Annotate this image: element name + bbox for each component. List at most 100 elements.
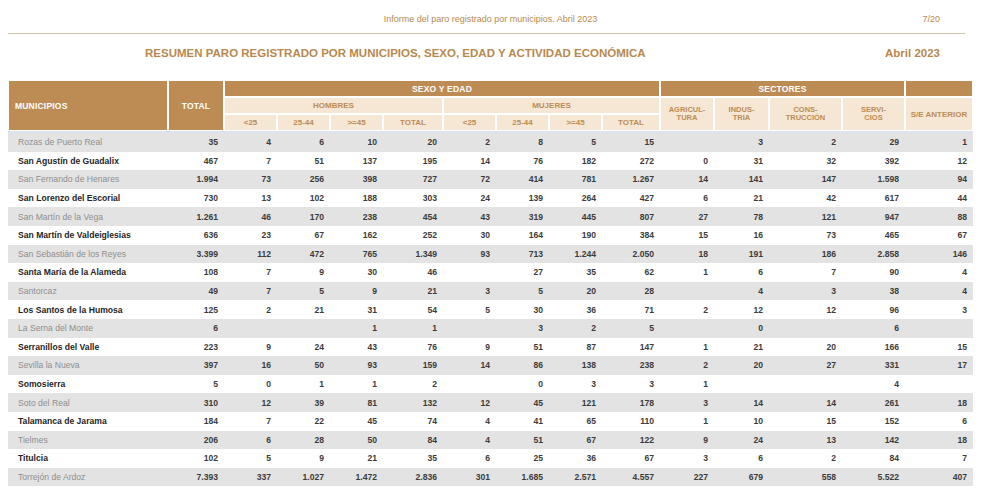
value-cell: 78 [714, 212, 769, 222]
col-header-municipios: MUNICIPIOS [8, 80, 168, 131]
value-cell: 132 [383, 398, 443, 408]
value-cell: 178 [602, 398, 660, 408]
value-cell: 25 [496, 453, 549, 463]
col-header-mujeres-total: TOTAL [602, 114, 660, 131]
value-cell: 186 [769, 249, 842, 259]
value-cell: 15 [660, 230, 714, 240]
municipality-name: Talamanca de Jarama [8, 416, 168, 426]
value-cell: 6 [277, 137, 330, 147]
value-cell: 465 [842, 230, 905, 240]
value-cell: 679 [714, 472, 769, 482]
value-cell: 51 [277, 156, 330, 166]
municipality-name: San Agustín de Guadalix [8, 156, 168, 166]
value-cell: 195 [383, 156, 443, 166]
value-cell: 12 [769, 305, 842, 315]
value-cell: 6 [660, 193, 714, 203]
value-cell: 30 [330, 267, 383, 277]
value-cell: 190 [549, 230, 602, 240]
value-cell: 3 [443, 286, 496, 296]
value-cell: 137 [330, 156, 383, 166]
value-cell: 81 [330, 398, 383, 408]
value-cell: 1 [660, 267, 714, 277]
value-cell: 50 [277, 360, 330, 370]
value-cell: 1.244 [549, 249, 602, 259]
running-header-text: Informe del paro registrado por municipi… [384, 14, 598, 24]
value-cell: 5 [168, 379, 224, 389]
value-cell: 21 [714, 193, 769, 203]
municipality-name: Tielmes [8, 435, 168, 445]
value-cell: 51 [496, 342, 549, 352]
value-cell: 454 [383, 212, 443, 222]
value-cell: 12 [443, 398, 496, 408]
value-cell: 139 [496, 193, 549, 203]
value-cell: 93 [443, 249, 496, 259]
col-header-agricultura: AGRICUL- TURA [660, 97, 714, 131]
value-cell: 1.349 [383, 249, 443, 259]
value-cell: 4 [905, 286, 973, 296]
value-cell: 445 [549, 212, 602, 222]
value-cell: 31 [714, 156, 769, 166]
value-cell: 30 [496, 305, 549, 315]
value-cell: 6 [168, 323, 224, 333]
value-cell: 20 [549, 286, 602, 296]
col-header-construccion-line2: TRUCCIÓN [786, 114, 826, 123]
col-header-mujeres-lt25: <25 [443, 114, 496, 131]
value-cell: 16 [714, 230, 769, 240]
value-cell: 1.685 [496, 472, 549, 482]
value-cell: 35 [168, 137, 224, 147]
value-cell: 5 [496, 286, 549, 296]
municipality-name: Santa María de la Alameda [8, 267, 168, 277]
value-cell: 5 [602, 323, 660, 333]
table-row: Serranillos del Valle2239244376951871471… [8, 338, 973, 357]
value-cell: 147 [769, 174, 842, 184]
value-cell: 1 [330, 379, 383, 389]
value-cell: 727 [383, 174, 443, 184]
value-cell: 121 [549, 398, 602, 408]
value-cell: 102 [277, 193, 330, 203]
value-cell: 23 [224, 230, 277, 240]
value-cell: 43 [443, 212, 496, 222]
value-cell: 9 [277, 267, 330, 277]
value-cell: 4 [224, 137, 277, 147]
value-cell: 3 [660, 398, 714, 408]
table-row: Titulcia1025921356253667362847 [8, 449, 973, 468]
value-cell: 84 [842, 453, 905, 463]
report-page: Informe del paro registrado por municipi… [0, 0, 981, 489]
value-cell: 15 [769, 416, 842, 426]
sectores-spacer [905, 80, 973, 97]
value-cell: 35 [383, 453, 443, 463]
value-cell: 9 [660, 435, 714, 445]
group-header-sexo-edad: SEXO Y EDAD [224, 80, 660, 97]
value-cell: 67 [602, 453, 660, 463]
value-cell: 36 [549, 453, 602, 463]
table-row: San Martín de Valdeiglesias6362367162252… [8, 226, 973, 245]
group-header-mujeres: MUJERES [443, 97, 660, 114]
value-cell: 84 [383, 435, 443, 445]
col-header-mujeres-25-44: 25-44 [496, 114, 549, 131]
value-cell: 50 [330, 435, 383, 445]
value-cell: 147 [602, 342, 660, 352]
value-cell: 28 [602, 286, 660, 296]
value-cell: 13 [224, 193, 277, 203]
value-cell: 407 [905, 472, 973, 482]
value-cell: 14 [769, 398, 842, 408]
value-cell: 46 [224, 212, 277, 222]
col-header-hombres-lt25: <25 [224, 114, 277, 131]
value-cell: 2 [224, 305, 277, 315]
value-cell: 15 [905, 342, 973, 352]
value-cell: 86 [496, 360, 549, 370]
value-cell: 1 [277, 379, 330, 389]
value-cell: 7 [224, 267, 277, 277]
value-cell: 947 [842, 212, 905, 222]
value-cell: 2 [660, 360, 714, 370]
value-cell: 88 [905, 212, 973, 222]
value-cell: 9 [443, 342, 496, 352]
value-cell: 54 [383, 305, 443, 315]
value-cell: 1.261 [168, 212, 224, 222]
value-cell: 6 [443, 453, 496, 463]
municipality-name: La Serna del Monte [8, 323, 168, 333]
value-cell: 22 [277, 416, 330, 426]
header-divider [8, 33, 965, 34]
value-cell: 2 [769, 453, 842, 463]
value-cell: 730 [168, 193, 224, 203]
